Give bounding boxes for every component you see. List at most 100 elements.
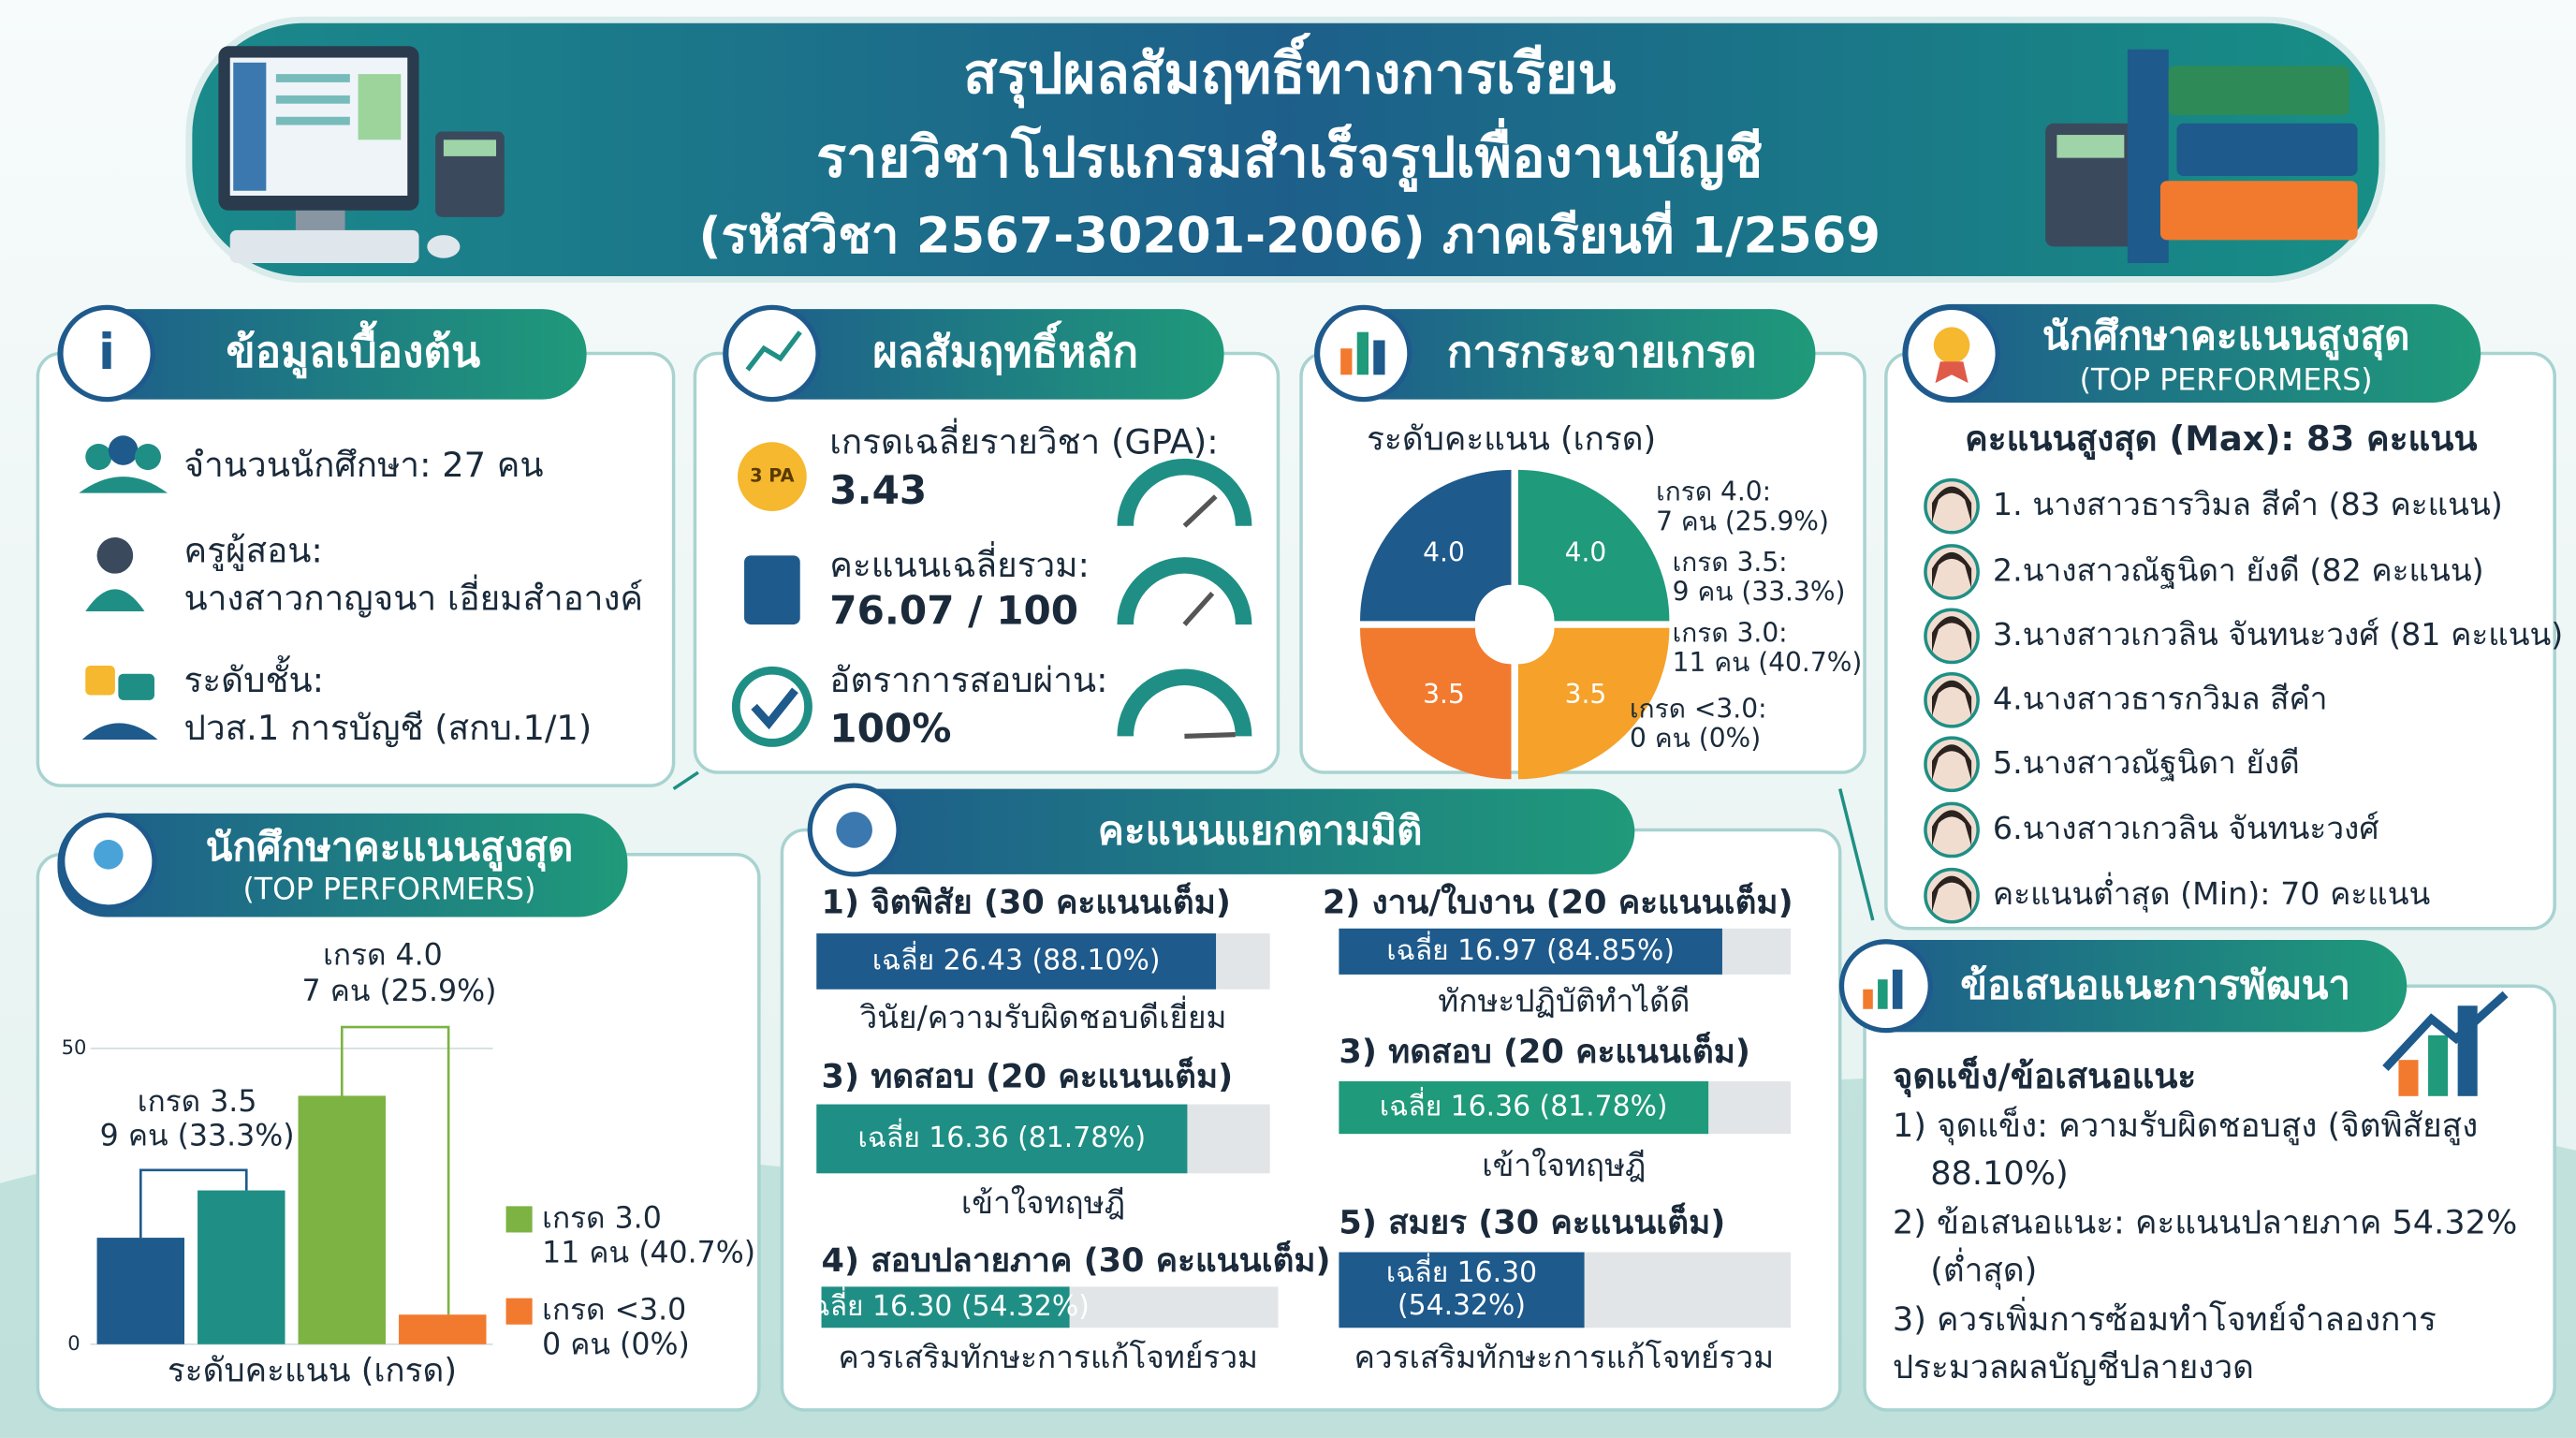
legend-swatch: [505, 1206, 533, 1233]
metric-value: 76.07 / 100: [829, 587, 1078, 633]
avatar: [1924, 671, 1980, 728]
dimension-title: 4) สอบปลายภาค (30 คะแนนเต็ม): [822, 1240, 1331, 1280]
bar: [198, 1190, 285, 1344]
bar-annotation: 7 คน (25.9%): [302, 975, 497, 1008]
avatar-hair: [1932, 744, 1972, 781]
performer: 6.นางสาวเกวลิน จันทนะวงศ์: [1993, 810, 2379, 846]
dimension-note: วินัย/ความรับผิดชอบดีเยี่ยม: [859, 995, 1226, 1035]
avatar-hair: [1932, 875, 1972, 913]
pie-slice: [1517, 627, 1670, 780]
info-text: ครูผู้สอน:: [184, 530, 323, 571]
avatar: [1924, 544, 1980, 600]
info-icons: [79, 435, 812, 747]
progress-label: เฉลี่ย 16.30 (54.32%): [801, 1286, 1090, 1323]
chart-subtitle: ระดับคะแนน (เกรด): [1367, 420, 1656, 459]
slice-label: 3.5: [1423, 679, 1465, 710]
dimension-note: ทักษะปฏิบัติทำได้ดี: [1438, 982, 1690, 1019]
performer: 2.นางสาวณัฐนิดา ยังดี (82 คะแนน): [1993, 551, 2484, 589]
performer: 5.นางสาวณัฐนิดา ยังดี: [1993, 744, 2300, 782]
tabs: i: [57, 303, 2481, 1034]
slice-label: 4.0: [1423, 536, 1465, 567]
dimension-title: 5) สมยร (30 คะแนนเต็ม): [1339, 1202, 1725, 1242]
dimension-note: ควรเสริมทักษะการแก้โจทย์รวม: [839, 1339, 1258, 1375]
legend-label: 11 คน (40.7%): [542, 1236, 755, 1269]
section-title: ข้อมูลเบื้องต้น: [227, 320, 481, 379]
header-title: (รหัสวิชา 2567-30201-2006) ภาคเรียนที่ 1…: [698, 199, 1881, 264]
slice-label: 4.0: [1565, 536, 1607, 567]
legend-swatch: [505, 1298, 533, 1325]
section-subtitle: (TOP PERFORMERS): [2080, 363, 2373, 397]
dimension-title: 2) งาน/ใบงาน (20 คะแนนเต็ม): [1323, 881, 1793, 921]
rec-heading: จุดแข็ง/ข้อเสนอแนะ: [1893, 1055, 2196, 1098]
rec-line: 3) ควรเพิ่มการซ้อมทำโจทย์จำลองการ: [1893, 1297, 2437, 1339]
metric-label: คะแนนเฉลี่ยรวม:: [829, 541, 1090, 585]
pie-slice: [1360, 627, 1512, 780]
avatar: [1924, 608, 1980, 665]
section-title: การกระจายเกรด: [1447, 328, 1757, 377]
computer-icon: [218, 46, 505, 263]
pie-annotation: 11 คน (40.7%): [1673, 647, 1863, 678]
section-title: คะแนนแยกตามมิติ: [1098, 807, 1423, 853]
info-text: จำนวนนักศึกษา: 27 คน: [184, 445, 544, 485]
performer: 3.นางสาวเกวลิน จันทนะวงศ์ (81 คะแนน): [1993, 616, 2563, 653]
legend-label: เกรด 3.0: [542, 1201, 662, 1235]
rec-line: 1) จุดแข็ง: ความรับผิดชอบสูง (จิตพิสัยสู…: [1893, 1106, 2478, 1145]
avatar-hair: [1932, 680, 1972, 717]
pie-annotation: เกรด <3.0:: [1630, 693, 1766, 724]
avatar-hair: [1932, 551, 1972, 589]
pie-annotation: 0 คน (0%): [1630, 723, 1761, 754]
info-text: ระดับชั้น:: [184, 655, 324, 700]
pie-annotation: เกรด 3.5:: [1673, 547, 1788, 578]
avatar-hair: [1932, 616, 1972, 653]
dimension-title: 3) ทดสอบ (20 คะแนนเต็ม): [822, 1055, 1234, 1095]
progress-bar: [1339, 1252, 1585, 1328]
y-tick-label: 0: [67, 1331, 80, 1355]
legend-label: 0 คน (0%): [542, 1328, 690, 1362]
avatar: [1924, 736, 1980, 793]
avatar: [1924, 867, 1980, 924]
progress-bar: [1339, 1081, 1709, 1135]
bar-annotation: 9 คน (33.3%): [100, 1120, 295, 1153]
header-title: สรุปผลสัมฤทธิ์ทางการเรียน: [963, 33, 1616, 109]
annotation-bracket: [340, 1025, 450, 1315]
metric-label: อัตราการสอบผ่าน:: [829, 660, 1107, 700]
dimension-note: ควรเสริมทักษะการแก้โจทย์รวม: [1354, 1339, 1774, 1375]
gauges: [1117, 458, 1252, 740]
avatar-hair: [1932, 810, 1972, 847]
pie-slice: [1360, 469, 1512, 622]
annotation-bracket: [139, 1168, 248, 1239]
badge: 3 PA: [750, 465, 795, 487]
y-tick-label: 50: [62, 1035, 87, 1059]
dimension-note: เข้าใจทฤษฎี: [961, 1184, 1125, 1221]
rec-line: (ต่ำสุด): [1930, 1248, 2037, 1290]
pie-annotation: 9 คน (33.3%): [1673, 577, 1846, 608]
progress-label: (54.32%): [1398, 1289, 1526, 1322]
metric-value: 100%: [829, 706, 951, 752]
progress-label: เฉลี่ย 16.30: [1386, 1253, 1537, 1289]
progress-label: เฉลี่ย 16.36 (81.78%): [858, 1118, 1147, 1154]
performer: 1. นางสาวธารวิมล สีคำ (83 คะแนน): [1993, 486, 2503, 522]
header-title: รายวิชาโปรแกรมสำเร็จรูปเพื่องานบัญชี: [816, 118, 1763, 193]
header-banner: [185, 16, 2386, 284]
legend-label: เกรด <3.0: [542, 1294, 686, 1328]
metric-label: เกรดเฉลี่ยรายวิชา (GPA):: [829, 418, 1218, 462]
progress-label: เฉลี่ย 26.43 (88.10%): [872, 940, 1161, 976]
rec-line: ประมวลผลบัญชีปลายงวด: [1893, 1348, 2254, 1387]
dimension-note: เข้าใจทฤษฎี: [1482, 1147, 1646, 1183]
dimension-title: 3) ทดสอบ (20 คะแนนเต็ม): [1339, 1031, 1750, 1071]
section-title: ข้อเสนอแนะการพัฒนา: [1960, 961, 2350, 1007]
progress-bar: [816, 933, 1217, 990]
info-text: นางสาวกาญจนา เอี่ยมสำอางค์: [184, 574, 644, 618]
avatar: [1924, 477, 1980, 535]
bar: [298, 1095, 387, 1344]
bar: [96, 1238, 185, 1344]
bar: [399, 1314, 487, 1344]
pie-slice: [1517, 469, 1670, 622]
avatar: [1924, 801, 1980, 858]
panels: [36, 351, 2556, 1412]
progress-label: เฉลี่ย 16.97 (84.85%): [1386, 931, 1675, 967]
bar-annotation: เกรด 3.5: [138, 1085, 257, 1119]
rec-line: 88.10%): [1930, 1154, 2069, 1193]
